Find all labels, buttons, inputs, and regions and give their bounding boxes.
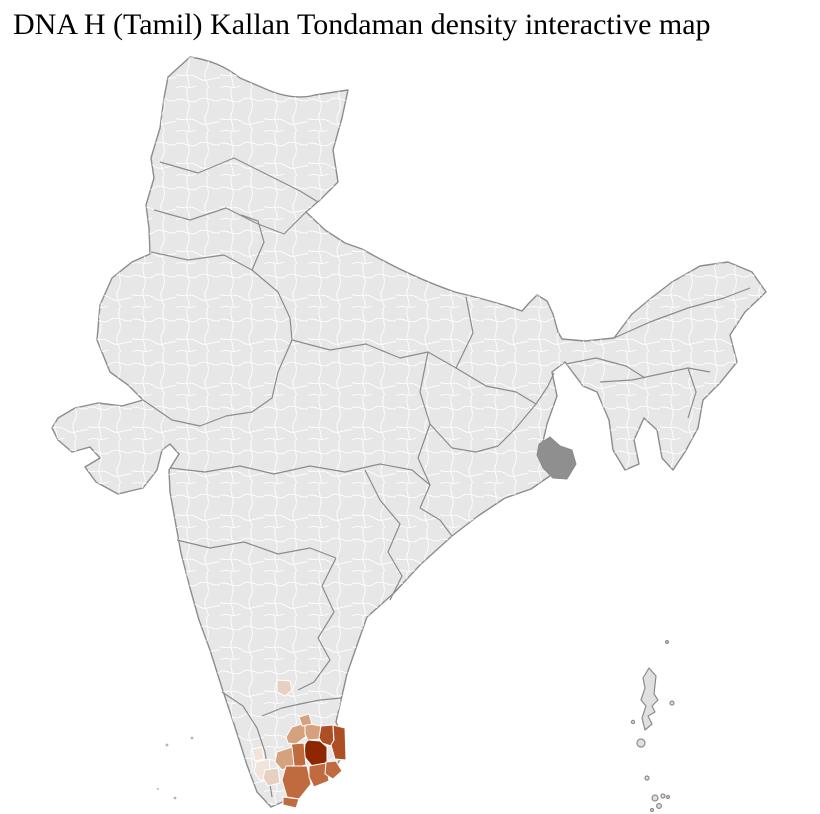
density-district-d12[interactable] bbox=[281, 765, 312, 800]
state-borders bbox=[142, 157, 751, 798]
density-district-d14[interactable] bbox=[324, 760, 343, 780]
density-district-d1[interactable] bbox=[276, 679, 293, 697]
delta-islands bbox=[536, 436, 577, 480]
page-title: DNA H (Tamil) Kallan Tondaman density in… bbox=[13, 8, 711, 41]
density-district-d3[interactable] bbox=[304, 722, 322, 741]
density-districts-layer[interactable] bbox=[251, 679, 347, 809]
andaman-nicobar-islands bbox=[630, 639, 675, 813]
density-district-d13[interactable] bbox=[308, 762, 330, 788]
density-district-d11[interactable] bbox=[262, 767, 281, 787]
density-district-d4[interactable] bbox=[298, 713, 313, 727]
density-district-d16[interactable] bbox=[251, 746, 265, 762]
density-district-d5[interactable] bbox=[318, 724, 335, 748]
density-district-d15[interactable] bbox=[282, 796, 300, 809]
district-borders-texture bbox=[52, 57, 766, 807]
density-district-d6[interactable] bbox=[330, 724, 347, 761]
lakshadweep-islands bbox=[157, 736, 194, 800]
